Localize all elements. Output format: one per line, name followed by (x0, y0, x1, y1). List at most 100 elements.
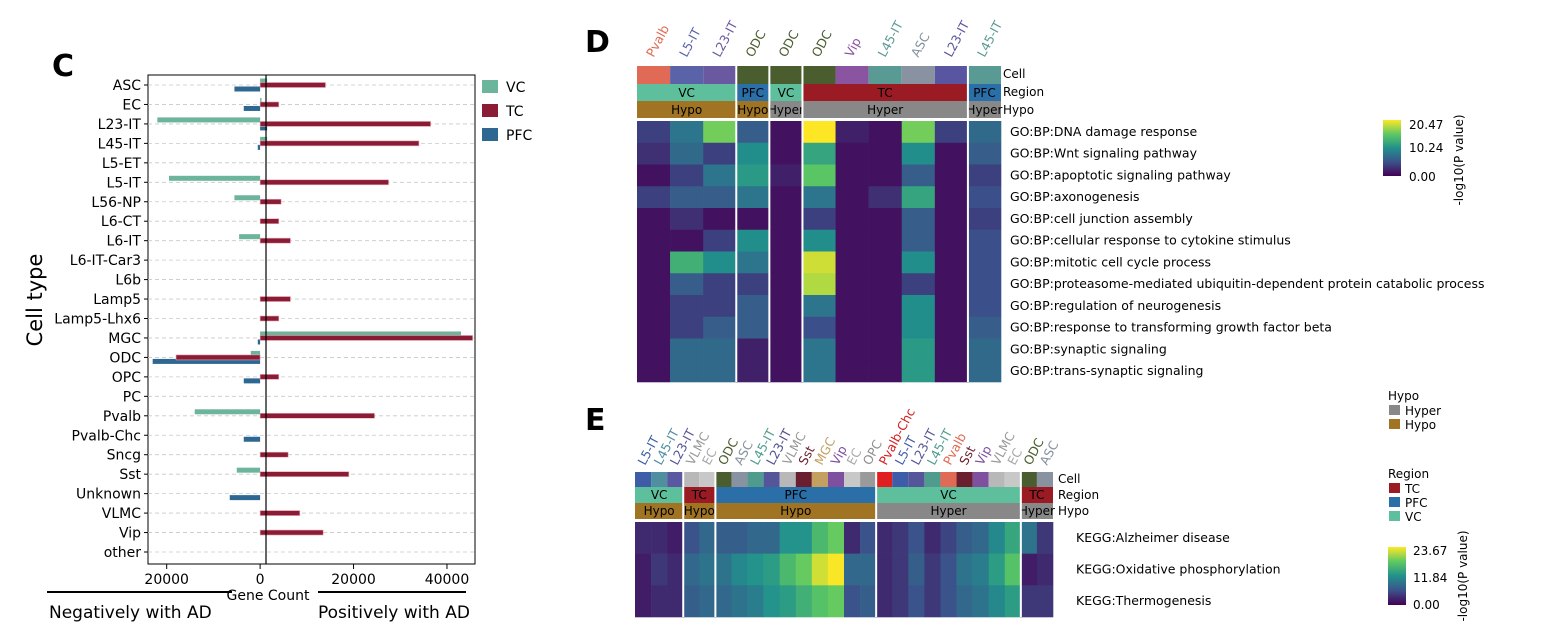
kegg-cell (699, 553, 716, 586)
y-tick-label-l5-it: L5-IT (107, 175, 142, 191)
go-cell (802, 338, 836, 361)
go-annot-label-region: Region (1003, 85, 1044, 99)
kegg-cell (972, 522, 989, 554)
go-cell (934, 164, 969, 187)
kegg-cell (667, 553, 684, 586)
go-cell (670, 316, 704, 339)
kegg-cell (876, 585, 893, 618)
go-cell (703, 251, 737, 274)
go-row-label-go-bp-cell-junction-assembly: GO:BP:cell junction assembly (1010, 211, 1193, 226)
go-cell (769, 142, 803, 165)
bar-vc-ec (260, 97, 262, 103)
go-cell (736, 360, 770, 383)
go-hypo-text: Hyper (867, 103, 903, 117)
go-cell (934, 251, 969, 274)
kegg-hypo-hypo (683, 503, 716, 519)
go-cell (934, 360, 969, 383)
y-tick-label-l56-np: L56-NP (91, 195, 141, 211)
go-region-vc (769, 84, 803, 101)
kegg-cell (747, 522, 764, 554)
kegg-row-labels: KEGG:Alzheimer disease KEGG:Oxidative pho… (1076, 530, 1281, 608)
kegg-cell (860, 553, 877, 586)
go-col-label-odc: ODC (742, 27, 769, 59)
bar-chart-frame (147, 74, 476, 565)
go-cell (637, 208, 671, 231)
bar-tc-l6-it (259, 237, 291, 244)
go-cell (670, 142, 704, 165)
kegg-col-label-ec: EC (1004, 445, 1025, 467)
go-colorbar-mid: 10.24 (1409, 141, 1443, 155)
go-region-tc (802, 84, 968, 101)
bar-tc-mgc (259, 335, 473, 341)
go-cell (703, 360, 737, 383)
kegg-cell (731, 553, 748, 586)
bar-tc-odc (175, 354, 261, 361)
go-heatmap-cells (637, 66, 1002, 383)
kegg-colorbar-min: 0.00 (1413, 598, 1440, 612)
go-colorbar (1383, 120, 1401, 176)
kegg-cell (795, 585, 813, 618)
go-cell (703, 273, 737, 296)
bar-tc-lamp5-lhx6 (259, 315, 280, 322)
kegg-cell-annot-l5-it (635, 472, 652, 487)
kegg-cell (715, 553, 732, 586)
go-cell (835, 208, 869, 231)
go-cell (802, 251, 836, 274)
kegg-cell (892, 553, 909, 586)
go-cell (736, 338, 770, 361)
legend-swatch-pfc (482, 128, 498, 141)
x-tick-label: 0 (256, 572, 265, 588)
bar-tc-opc (259, 374, 280, 380)
go-annot-label-hypo: Hypo (1003, 103, 1034, 117)
go-cell (637, 229, 671, 252)
go-cell (769, 164, 803, 187)
y-tick-label-sncg: Sncg (107, 448, 141, 464)
y-tick-label-l6-it-car3: L6-IT-Car3 (70, 253, 141, 269)
kegg-cell (795, 553, 813, 586)
go-cell (934, 186, 969, 209)
kegg-cell (1020, 585, 1038, 618)
kegg-cell (876, 553, 893, 586)
kegg-hypo-text: Hypo (684, 504, 715, 518)
go-cell (901, 360, 936, 383)
bar-vc-l5-it (169, 175, 261, 181)
kegg-hypo-text: Hyper (930, 504, 966, 518)
go-region-pfc (736, 84, 770, 101)
bar-tc-pvalb (259, 412, 375, 419)
bar-chart-y-ticks: ASC EC L23-IT L45-IT L5-ET L5-IT L56-NP L6-CT L6… (54, 78, 148, 561)
kegg-region-vc (876, 487, 1021, 503)
legend-region-label-tc: TC (1404, 482, 1420, 496)
kegg-cell (1036, 553, 1054, 586)
go-cell (637, 273, 671, 296)
bar-pfc-l23-it (260, 125, 268, 131)
kegg-region-vc (635, 487, 684, 503)
go-cell (868, 229, 903, 252)
go-cell (967, 316, 1002, 339)
bar-tc-l56-np (259, 198, 282, 205)
go-row-label-go-bp-proteasome-mediated-ubiquitin-dependent-protein-catabolic-process: GO:BP:proteasome-mediated ubiquitin-depe… (1010, 276, 1484, 291)
go-cell (967, 186, 1002, 209)
y-tick-label-l6b: L6b (115, 273, 141, 289)
go-col-label-odc: ODC (808, 27, 835, 59)
go-column-labels: Pvalb L5-IT L23-IT ODC ODC ODC Vip L45-IT ASC L23… (643, 18, 1005, 60)
bar-tc-l6-ct (259, 218, 280, 225)
y-tick-label-l6-it: L6-IT (107, 234, 142, 250)
go-cell (769, 251, 803, 274)
go-cell (703, 121, 737, 144)
go-cell (736, 208, 770, 231)
kegg-annotation-rows: VC TC PFC VC TC Hypo Hypo Hypo Hyper Hyper (635, 472, 1055, 519)
go-cell (802, 295, 836, 318)
go-cell (868, 338, 903, 361)
legend-label-vc: VC (506, 80, 526, 96)
go-cell (670, 164, 704, 187)
go-cell (835, 186, 869, 209)
bar-vc-l23-it (157, 117, 261, 123)
kegg-cell (779, 553, 797, 586)
go-cell (802, 164, 836, 187)
kegg-cell (667, 522, 684, 554)
go-cell (835, 295, 869, 318)
bar-chart-bars (152, 78, 473, 536)
go-cell (868, 295, 903, 318)
kegg-cell (683, 585, 700, 618)
kegg-cell-annot-odc (1020, 472, 1037, 487)
